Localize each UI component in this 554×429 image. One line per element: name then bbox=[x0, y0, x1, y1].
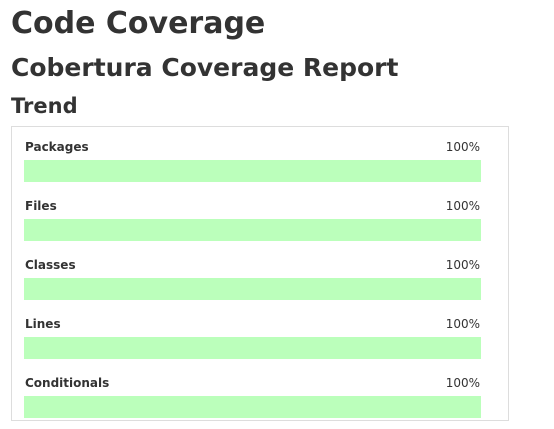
metric-percent: 100% bbox=[445, 376, 480, 390]
metric-percent: 100% bbox=[445, 199, 480, 213]
metric-percent: 100% bbox=[445, 140, 480, 154]
coverage-summary-panel: Packages 100% Files 100% Classes 100% Li… bbox=[11, 126, 509, 421]
metric-label: Packages bbox=[25, 140, 89, 154]
page-title: Code Coverage bbox=[11, 6, 266, 41]
metric-packages: Packages 100% bbox=[24, 139, 481, 187]
metric-classes: Classes 100% bbox=[24, 257, 481, 305]
metric-lines: Lines 100% bbox=[24, 316, 481, 364]
metric-files: Files 100% bbox=[24, 198, 481, 246]
coverage-bar bbox=[24, 160, 481, 182]
metric-label: Lines bbox=[25, 317, 61, 331]
coverage-bar-fill bbox=[24, 337, 481, 359]
section-title-trend: Trend bbox=[11, 94, 78, 118]
report-title: Cobertura Coverage Report bbox=[11, 53, 399, 82]
metric-percent: 100% bbox=[445, 317, 480, 331]
coverage-bar bbox=[24, 219, 481, 241]
coverage-bar bbox=[24, 337, 481, 359]
metric-label: Classes bbox=[25, 258, 76, 272]
coverage-bar-fill bbox=[24, 278, 481, 300]
coverage-bar-fill bbox=[24, 219, 481, 241]
coverage-bar-fill bbox=[24, 396, 481, 418]
coverage-bar-fill bbox=[24, 160, 481, 182]
metric-label: Conditionals bbox=[25, 376, 110, 390]
metric-label: Files bbox=[25, 199, 57, 213]
metric-percent: 100% bbox=[445, 258, 480, 272]
coverage-bar bbox=[24, 278, 481, 300]
coverage-bar bbox=[24, 396, 481, 418]
metric-conditionals: Conditionals 100% bbox=[24, 375, 481, 423]
